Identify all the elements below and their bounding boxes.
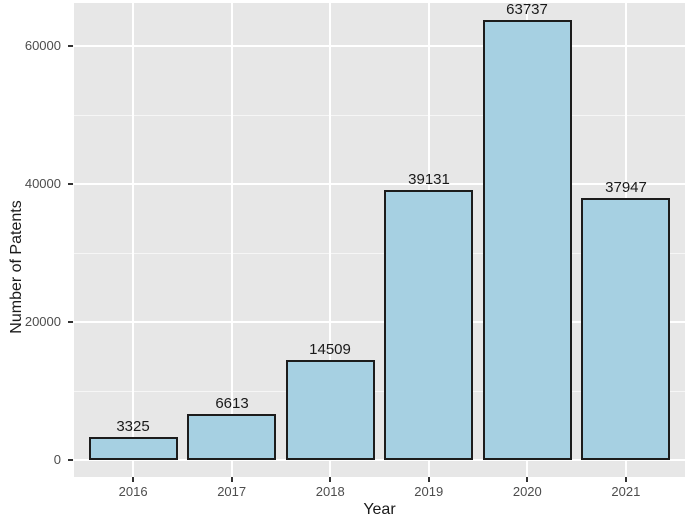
x-axis-title: Year (363, 501, 396, 518)
x-tick-label: 2020 (512, 484, 542, 499)
gridline-major (74, 183, 685, 185)
bar-2021 (581, 198, 670, 460)
x-tick-mark (427, 477, 430, 482)
y-tick-label: 20000 (24, 314, 61, 329)
bar-value-label: 3325 (116, 418, 150, 435)
y-axis: 0 20000 40000 60000 (0, 3, 74, 477)
x-tick-label: 2017 (217, 484, 247, 499)
y-tick-label: 40000 (24, 176, 61, 191)
bar-2016 (89, 437, 178, 460)
bar-2020 (483, 20, 572, 460)
gridline-minor (74, 253, 685, 254)
x-tick-mark (526, 477, 529, 482)
bar-value-label: 39131 (408, 171, 450, 188)
y-tick-mark (68, 183, 73, 185)
gridline-vertical (230, 3, 233, 477)
y-tick-mark (68, 459, 73, 461)
bar-2019 (384, 190, 473, 460)
bar-value-label: 63737 (506, 3, 548, 18)
gridline-minor (74, 115, 685, 116)
gridline-major (74, 459, 685, 461)
gridline-vertical (132, 3, 135, 477)
bar-2018 (286, 360, 375, 460)
x-tick-mark (132, 477, 135, 482)
x-tick-label: 2021 (611, 484, 641, 499)
x-tick-label: 2018 (315, 484, 345, 499)
y-tick-label: 60000 (24, 38, 61, 53)
bar-value-label: 6613 (215, 395, 249, 412)
x-tick-label: 2019 (414, 484, 444, 499)
y-tick-label: 0 (53, 452, 61, 467)
bar-2017 (187, 414, 276, 460)
x-tick-mark (329, 477, 332, 482)
y-tick-mark (68, 45, 73, 47)
x-tick-mark (624, 477, 627, 482)
gridline-minor (74, 391, 685, 392)
gridline-vertical (329, 3, 332, 477)
x-tick-mark (230, 477, 233, 482)
x-axis: 2016 2017 2018 2019 2020 2021 (74, 477, 685, 501)
x-tick-label: 2016 (118, 484, 148, 499)
bar-value-label: 37947 (605, 179, 647, 196)
gridline-major (74, 45, 685, 47)
y-tick-mark (68, 321, 73, 323)
gridline-major (74, 321, 685, 323)
plot-panel: 3325 6613 14509 39131 63737 37947 (74, 3, 685, 477)
bar-value-label: 14509 (309, 341, 351, 358)
